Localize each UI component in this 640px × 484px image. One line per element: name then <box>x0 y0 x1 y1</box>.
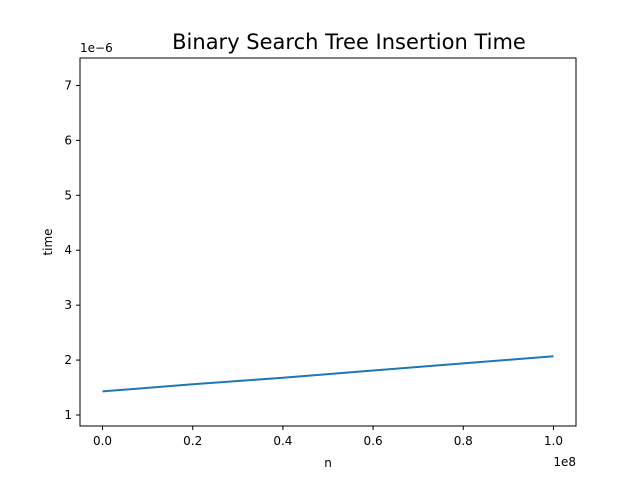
x-tick-label: 0.0 <box>93 434 112 448</box>
chart-title: Binary Search Tree Insertion Time <box>172 30 526 54</box>
series-layer <box>102 355 554 393</box>
y-axis-label: time <box>41 228 55 255</box>
y-tick-label: 5 <box>64 188 72 202</box>
x-tick-label: 1.0 <box>544 434 563 448</box>
y-tick-label: 1 <box>64 408 72 422</box>
y-tick-label: 4 <box>64 243 72 257</box>
series-line <box>102 355 554 393</box>
x-axis-label: n <box>324 456 332 470</box>
y-tick-label: 2 <box>64 353 72 367</box>
y-axis-ticks: 1 2 3 4 5 6 7 <box>64 78 80 422</box>
x-tick-label: 0.2 <box>183 434 202 448</box>
x-tick-label: 0.6 <box>364 434 383 448</box>
x-tick-label: 0.4 <box>273 434 292 448</box>
y-tick-label: 6 <box>64 133 72 147</box>
x-tick-label: 0.8 <box>454 434 473 448</box>
plot-area <box>79 57 577 427</box>
x-offset-label: 1e8 <box>553 455 576 469</box>
x-axis-ticks: 0.0 0.2 0.4 0.6 0.8 1.0 <box>93 426 563 448</box>
y-tick-label: 7 <box>64 78 72 92</box>
y-tick-label: 3 <box>64 298 72 312</box>
y-offset-label: 1e−6 <box>80 41 113 55</box>
